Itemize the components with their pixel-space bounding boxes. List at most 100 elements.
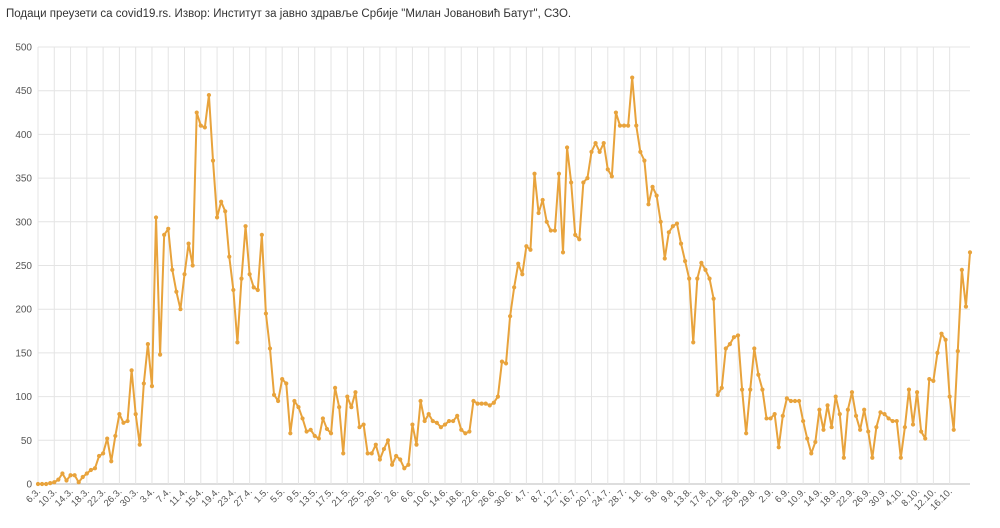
data-point xyxy=(276,398,281,404)
data-point xyxy=(678,241,684,246)
data-point xyxy=(385,438,391,443)
data-point xyxy=(556,171,562,176)
data-point xyxy=(792,398,798,404)
data-point xyxy=(609,174,614,179)
data-point xyxy=(817,407,822,412)
data-point xyxy=(495,394,500,399)
data-point xyxy=(788,398,794,404)
data-point xyxy=(931,378,936,383)
data-point xyxy=(162,232,167,238)
data-point xyxy=(943,337,948,342)
data-point xyxy=(886,416,891,421)
data-point xyxy=(471,398,476,404)
data-point xyxy=(259,232,264,238)
data-point xyxy=(658,219,663,224)
data-point xyxy=(744,431,749,436)
data-point xyxy=(219,199,224,204)
data-point xyxy=(442,422,448,427)
data-point xyxy=(564,145,570,150)
data-point xyxy=(121,420,126,425)
data-point xyxy=(239,276,244,281)
data-point xyxy=(666,230,671,235)
data-point xyxy=(528,247,533,252)
data-point xyxy=(809,451,814,456)
data-point xyxy=(483,401,488,406)
data-point xyxy=(508,314,513,319)
data-point xyxy=(117,411,122,417)
data-point xyxy=(947,394,952,399)
data-point xyxy=(255,287,260,293)
data-point xyxy=(520,272,525,277)
data-point xyxy=(243,224,248,229)
data-point xyxy=(833,394,838,399)
x-tick-label: 5.8. xyxy=(643,486,662,505)
y-tick-label: 300 xyxy=(15,217,32,228)
data-point xyxy=(361,422,366,427)
data-point xyxy=(92,466,98,471)
data-point xyxy=(446,418,452,424)
data-point xyxy=(381,446,387,452)
data-point xyxy=(813,439,818,445)
data-point xyxy=(617,123,623,128)
data-point xyxy=(906,387,912,392)
data-point xyxy=(72,473,77,478)
data-point xyxy=(263,311,269,316)
data-point xyxy=(129,368,134,373)
data-point xyxy=(170,267,175,272)
data-point xyxy=(536,210,541,216)
y-tick-label: 250 xyxy=(15,261,32,272)
data-point xyxy=(796,398,802,404)
data-point xyxy=(715,392,720,397)
data-point xyxy=(670,224,676,229)
data-point xyxy=(727,342,732,347)
data-point xyxy=(752,346,757,351)
data-point xyxy=(178,307,183,312)
data-point xyxy=(642,158,647,163)
data-point xyxy=(532,171,537,176)
data-point xyxy=(776,445,781,450)
data-point xyxy=(398,457,403,462)
data-point xyxy=(467,429,472,434)
data-point xyxy=(711,296,716,301)
x-tick-label: 3.4. xyxy=(138,486,157,505)
data-point xyxy=(967,250,973,255)
data-point xyxy=(919,429,924,434)
data-point xyxy=(923,436,928,441)
data-point xyxy=(650,184,655,189)
data-point xyxy=(935,350,940,355)
data-point xyxy=(451,418,456,424)
data-point xyxy=(512,285,517,290)
data-point xyxy=(589,149,594,154)
data-point xyxy=(345,394,350,399)
x-tick-label: 5.5. xyxy=(268,486,287,505)
data-point xyxy=(858,427,863,432)
data-point xyxy=(190,263,195,268)
data-point xyxy=(410,422,415,427)
data-point xyxy=(959,267,964,272)
data-point xyxy=(597,149,602,154)
data-point xyxy=(247,272,252,277)
x-tick-label: 2.9. xyxy=(757,486,776,505)
data-point xyxy=(662,256,667,261)
data-point xyxy=(64,478,69,483)
data-point xyxy=(271,392,277,397)
data-point xyxy=(927,377,932,382)
data-point xyxy=(206,92,212,98)
data-point xyxy=(756,372,761,377)
data-point xyxy=(418,398,423,404)
data-point xyxy=(145,342,150,347)
data-point xyxy=(499,359,505,364)
y-tick-label: 150 xyxy=(15,348,32,359)
data-point xyxy=(235,340,240,345)
data-point xyxy=(438,425,444,430)
data-point xyxy=(780,413,785,418)
data-point xyxy=(406,462,411,467)
y-tick-label: 0 xyxy=(26,480,32,491)
data-point xyxy=(349,404,354,410)
data-point xyxy=(882,411,887,417)
data-point xyxy=(914,390,920,395)
data-point xyxy=(687,276,692,281)
data-point xyxy=(194,110,199,115)
data-point xyxy=(96,453,102,459)
data-point xyxy=(304,429,309,434)
